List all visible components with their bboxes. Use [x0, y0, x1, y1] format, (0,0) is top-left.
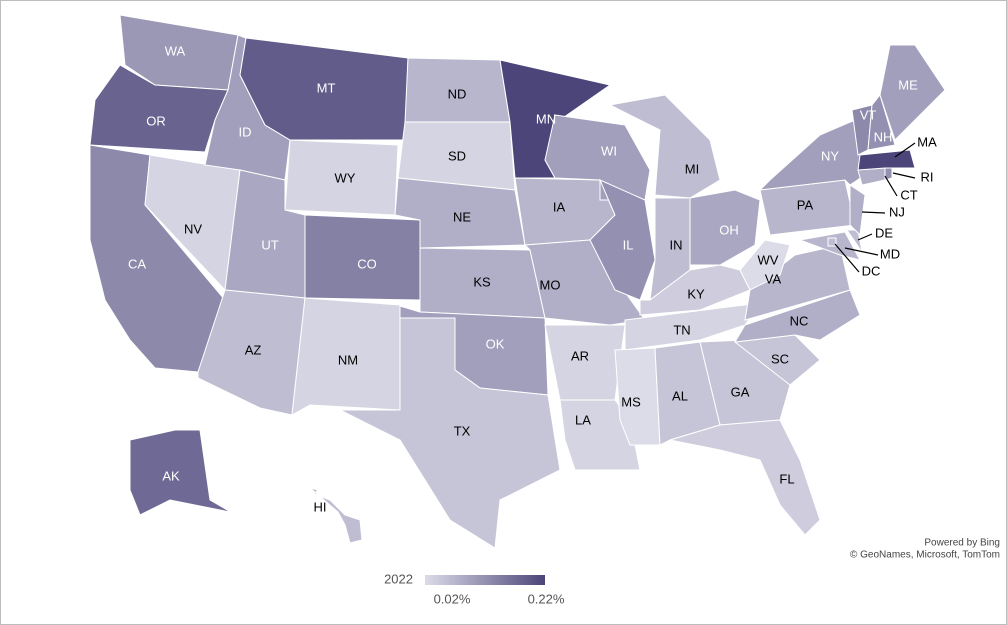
state-label: NE [453, 209, 471, 224]
state-label: AZ [245, 342, 262, 357]
state-label: DC [862, 263, 881, 278]
leader-line [892, 172, 916, 179]
state-label: AL [672, 388, 688, 403]
state-label: NY [821, 148, 839, 163]
legend-title: 2022 [384, 571, 413, 586]
attribution: © GeoNames, Microsoft, TomTom [850, 550, 1000, 561]
state [291, 297, 401, 416]
state [589, 179, 656, 301]
state [689, 189, 761, 266]
state [827, 237, 837, 247]
state-label: IA [553, 199, 566, 214]
leader-line [894, 142, 916, 158]
state-label: CT [900, 187, 917, 202]
state [849, 184, 866, 237]
state [867, 93, 896, 151]
state-label: CA [128, 256, 146, 271]
state-label: OH [719, 222, 739, 237]
state [879, 44, 946, 141]
state-label: OK [486, 336, 505, 351]
state-label: OR [146, 113, 166, 128]
leader-line [844, 247, 879, 256]
state-label: PA [797, 197, 814, 212]
state-label: GA [731, 384, 750, 399]
state [857, 149, 916, 171]
attribution: Powered by Bing [924, 538, 1000, 549]
state-label: ND [448, 86, 467, 101]
state [129, 429, 263, 531]
state-label: AK [162, 468, 180, 483]
leader-line [861, 211, 886, 214]
leader-line [884, 175, 898, 197]
state-label: MI [685, 161, 699, 176]
state-label: LA [575, 412, 591, 427]
state-label: NH [874, 129, 893, 144]
state-label: TN [673, 322, 690, 337]
state-label: MO [540, 277, 561, 292]
state [846, 229, 863, 253]
state-label: WI [601, 143, 617, 158]
legend-tick-label: 0.22% [528, 591, 565, 606]
state-label: SC [771, 351, 789, 366]
state [309, 487, 363, 544]
color-bar [425, 575, 545, 585]
state-label: VT [860, 107, 877, 122]
state-label: TX [454, 423, 471, 438]
state-label: NM [338, 352, 358, 367]
state [744, 244, 851, 321]
state-label: IN [670, 237, 683, 252]
state-label: SD [448, 148, 466, 163]
state [608, 94, 721, 199]
state [614, 347, 661, 446]
state [739, 239, 791, 291]
state-label: KS [473, 274, 491, 289]
state [339, 317, 561, 549]
state-label: WY [335, 170, 356, 185]
state-label: WA [165, 43, 186, 58]
state-label: FL [779, 471, 794, 486]
state-label: WV [758, 252, 779, 267]
state-label: RI [921, 169, 934, 184]
state-label: KY [687, 286, 705, 301]
state-label: ME [898, 77, 918, 92]
state-label: NJ [889, 204, 905, 219]
state-label: HI [314, 499, 327, 514]
state-label: MT [317, 80, 336, 95]
state [544, 114, 651, 201]
leader-line [857, 233, 873, 241]
state-label: VA [765, 271, 782, 286]
state-label: CO [357, 256, 377, 271]
state-label: DE [875, 225, 893, 240]
state-label: MA [917, 134, 937, 149]
state-label: MS [621, 394, 641, 409]
leader-line [834, 243, 860, 273]
state-label: NC [790, 313, 809, 328]
state [669, 419, 821, 536]
state-label: ID [239, 124, 252, 139]
legend-tick-label: 0.02% [434, 591, 471, 606]
labels: WA OR CA NV ID MT WY UT AZ CO NM ND SD NE KS OK TX MN IA MO… [128, 43, 937, 514]
state-label: NV [184, 221, 202, 236]
state-label: AR [571, 348, 589, 363]
states [89, 14, 946, 549]
state [758, 119, 866, 191]
state-label: MD [880, 246, 900, 261]
state-label: UT [261, 237, 278, 252]
state-label: IL [623, 237, 634, 252]
state [624, 302, 762, 351]
state-label: MN [536, 111, 556, 126]
state [89, 64, 229, 153]
